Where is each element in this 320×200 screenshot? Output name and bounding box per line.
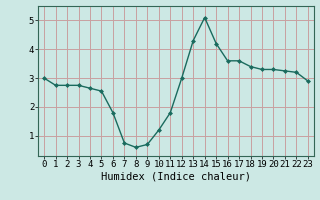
X-axis label: Humidex (Indice chaleur): Humidex (Indice chaleur) xyxy=(101,172,251,182)
